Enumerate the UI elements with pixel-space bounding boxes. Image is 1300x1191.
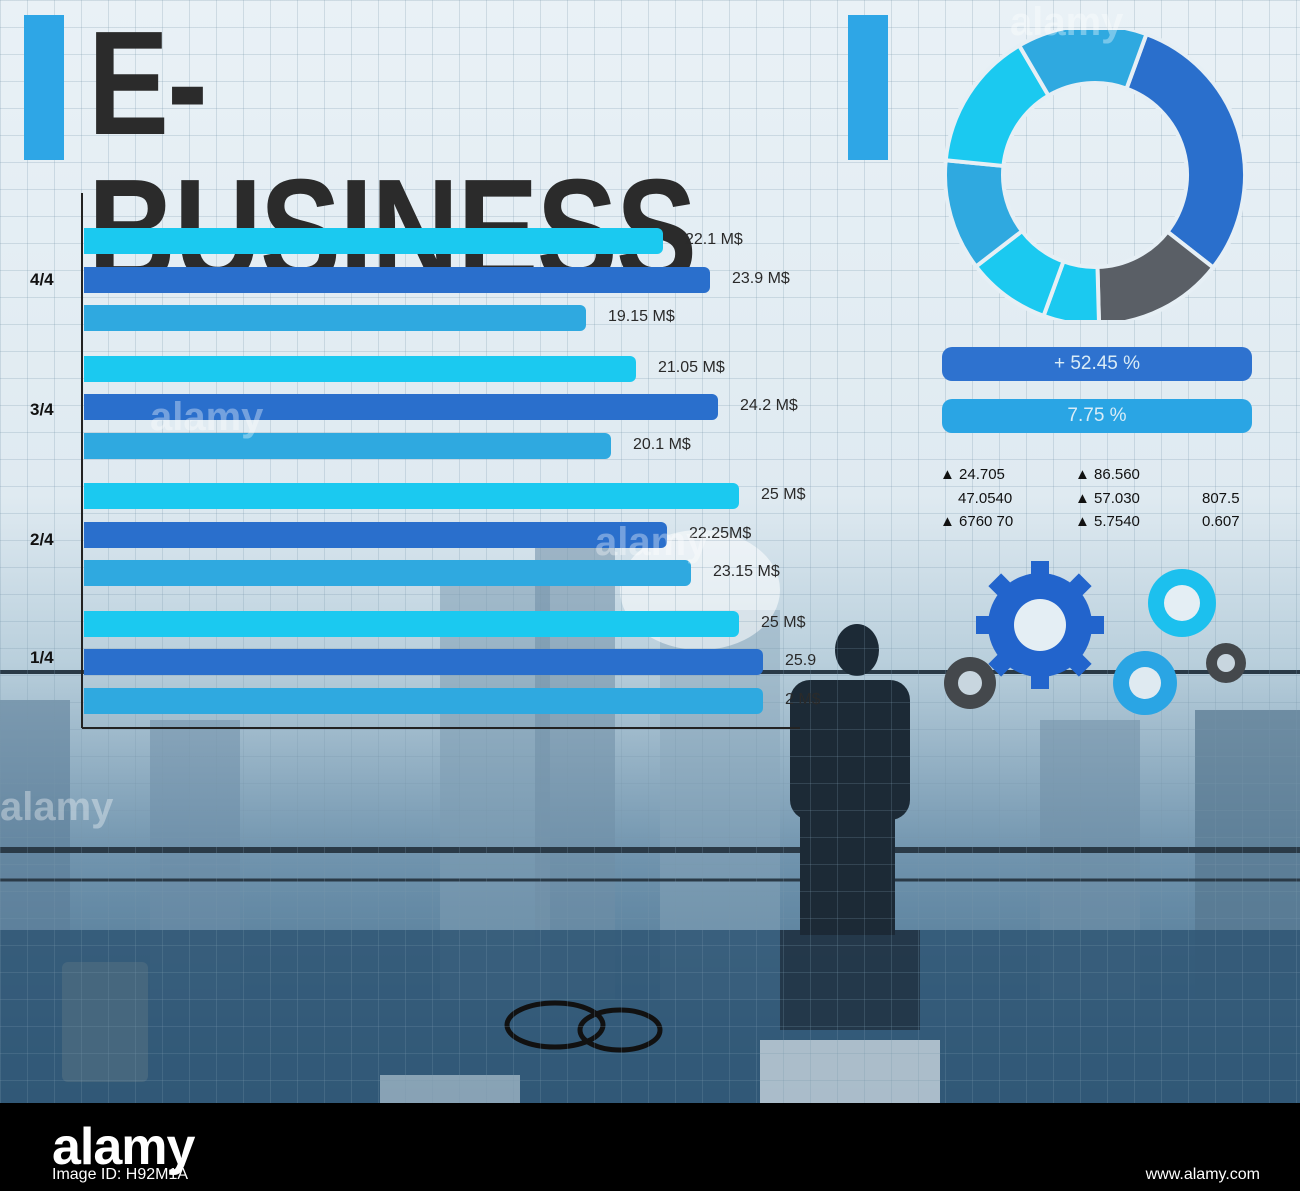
bar-value-label: 25 M$ [761,486,806,503]
bar [84,356,636,382]
percent-pill-text: + 52.45 % [1053,353,1141,374]
bar [84,688,763,714]
bar-chart-axis [81,193,800,729]
photo-scene: E-BUSINESS 4/4 3/4 2/4 1/4 22.1 M$23.9 M… [0,0,1300,1103]
stat-value: 0.607 [1202,513,1240,530]
gear-icon [1113,651,1177,715]
watermark-text: alamy [150,395,264,439]
watermark-text: alamy [1010,0,1124,44]
stat-value: ▲ 24.705 [940,466,1005,483]
bar-value-label: 2 M$ [785,691,821,708]
bar [84,522,667,548]
y-label: 3/4 [30,400,54,419]
bar-value-label: 19.15 M$ [608,308,675,325]
title-left-bar [24,15,64,160]
gear-icon [944,657,996,709]
percent-pill-up: + 52.45 % [942,347,1252,381]
bar-value-label: 23.15 M$ [713,563,780,580]
bar-value-label: 25 M$ [761,614,806,631]
bar [84,560,691,586]
stat-value: ▲ 5.7540 [1075,513,1140,530]
stat-value: ▲ 86.560 [1075,466,1140,483]
y-label: 2/4 [30,530,54,549]
donut-chart [943,30,1247,320]
y-label: 1/4 [30,648,54,667]
donut-slice [1016,30,1149,99]
stat-value: ▲ 6760 70 [940,513,1014,530]
donut-slice [1095,228,1216,320]
alamy-logo: alamy [52,1118,195,1176]
y-label: 4/4 [30,270,54,289]
watermark-text: alamy [0,785,114,829]
donut-slice [1123,31,1247,271]
stat-value: 807.5 [1202,490,1240,507]
bar-value-label: 22.25M$ [689,525,752,542]
bar [84,228,663,254]
image-id: Image ID: H92M1A [52,1166,189,1183]
watermark-text: alamy [595,520,709,564]
bar-value-label: 25.9 [785,652,817,669]
bar-value-label: 22.1 M$ [685,231,743,248]
bar-value-label: 21.05 M$ [658,359,725,376]
gear-icon [976,561,1104,689]
stat-value: 47.0540 [958,490,1013,507]
bar [84,483,739,509]
percent-pill: 7.75 % [942,399,1252,433]
city-skyline [0,530,1300,1103]
gears-graphic [944,561,1246,715]
gear-icon [1148,569,1216,637]
bar [84,649,763,675]
percent-pill-text: 7.75 % [1067,405,1127,426]
bar [84,433,611,459]
stock-url: www.alamy.com [1145,1166,1260,1183]
stat-value: ▲ 57.030 [1075,490,1140,507]
bar [84,305,586,331]
bar [84,394,718,420]
bar-value-label: 20.1 M$ [633,436,691,453]
stock-footer [0,1103,1300,1191]
bar-value-label: 24.2 M$ [740,397,798,414]
title-right-bar [848,15,888,160]
bar [84,267,710,293]
gear-icon [1206,643,1246,683]
grid-overlay [0,0,1300,1103]
bar [84,611,739,637]
bar-value-label: 23.9 M$ [732,270,790,287]
